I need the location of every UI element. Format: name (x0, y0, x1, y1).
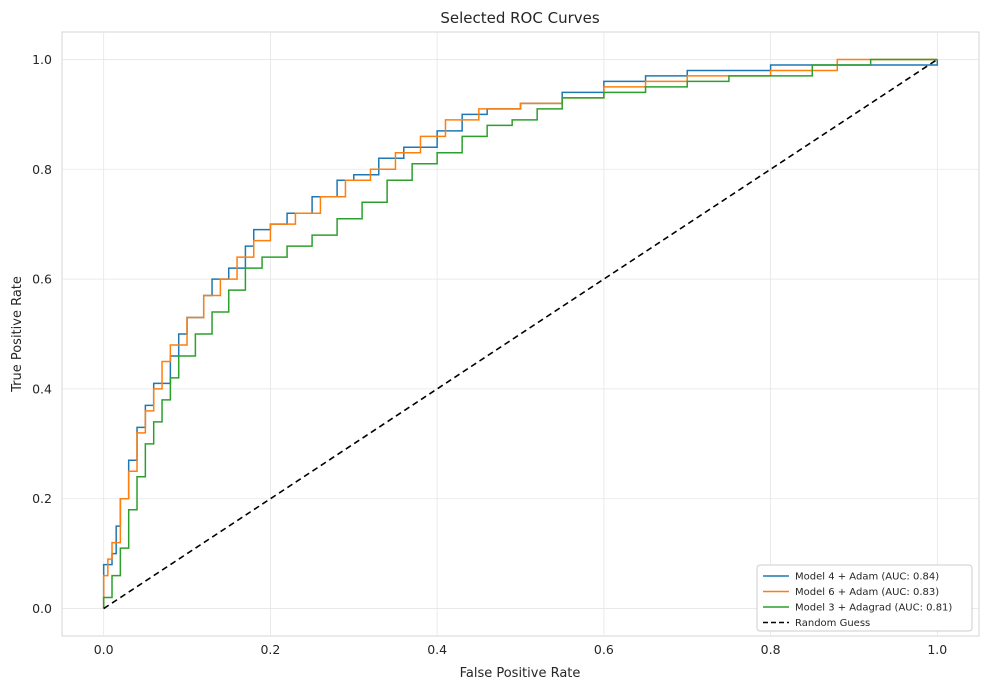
y-tick-label: 0.2 (32, 491, 52, 506)
legend: Model 4 + Adam (AUC: 0.84) Model 6 + Adam… (756, 564, 973, 632)
series-line-2 (102, 58, 938, 609)
y-tick-label: 1.0 (32, 52, 52, 67)
chart-title: Selected ROC Curves (440, 9, 600, 27)
y-tick-label: 0.8 (32, 162, 52, 177)
legend-label: Model 3 + Adagrad (AUC: 0.81) (795, 603, 952, 614)
legend-label: Model 4 + Adam (AUC: 0.84) (795, 572, 939, 583)
legend-box (756, 564, 973, 632)
legend-label: Model 6 + Adam (AUC: 0.83) (795, 587, 939, 598)
x-tick-label: 0.2 (260, 642, 280, 657)
x-tick-label: 0.8 (761, 642, 781, 657)
y-axis-label: True Positive Rate (10, 276, 25, 393)
x-tick-label: 1.0 (927, 642, 947, 657)
series-line-3 (103, 58, 938, 610)
y-tick-label: 0.4 (32, 381, 52, 396)
x-axis-label: False Positive Rate (460, 666, 581, 681)
series-lines (102, 58, 939, 610)
x-tick-label: 0.0 (94, 642, 114, 657)
legend-label: Random Guess (795, 618, 870, 629)
tick-labels: 0.0 0.2 0.4 0.6 0.8 1.0 0.0 0.2 0.4 0.6 0.8 1.0 (32, 52, 947, 657)
y-tick-label: 0.0 (32, 601, 52, 616)
x-tick-label: 0.6 (594, 642, 614, 657)
x-tick-label: 0.4 (427, 642, 447, 657)
y-tick-label: 0.6 (32, 272, 52, 287)
